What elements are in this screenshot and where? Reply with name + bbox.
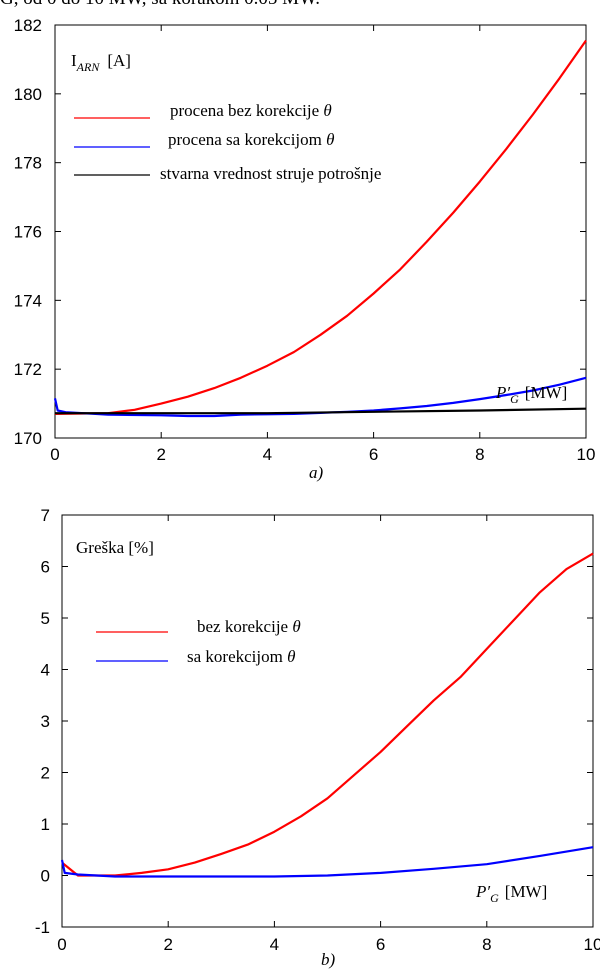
chart-a-series-group	[53, 39, 587, 418]
chart-b-xtick-label: 10	[584, 935, 600, 954]
chart-b-ytick-label: 2	[41, 764, 50, 783]
legend-b-label-blue: sa korekcijom θ	[187, 647, 295, 666]
chart-b-series-line-1	[60, 846, 594, 878]
chart-a-xtick-label: 4	[263, 445, 272, 464]
chart-b-frame	[61, 514, 594, 928]
chart-b-xtick-label: 0	[57, 935, 66, 954]
chart-b-series-group	[60, 552, 594, 878]
chart-a-xtick-label: 8	[475, 445, 484, 464]
chart-b-xtick-label: 4	[270, 935, 279, 954]
chart-b-ytick-label: 0	[41, 867, 50, 886]
page-text-fragment: G, od 0 do 10 MW, sa korakom 0.05 MW.	[0, 0, 320, 10]
chart-a-series-line-0	[54, 39, 587, 415]
chart-b: -1 0 1 2 3 4 5 6 7 0 2 4 6 8 10 Greška [%] bez korekc…	[35, 506, 600, 969]
chart-b-xtick-label: 8	[482, 935, 491, 954]
chart-a-y-axis: 170 172 174 176 178 180 182	[14, 16, 586, 448]
chart-b-ytick-label: 6	[41, 558, 50, 577]
legend-b-label-red: bez korekcije θ	[197, 617, 301, 636]
chart-b-ytick-label: 4	[41, 661, 50, 680]
chart-b-ytick-label: -1	[35, 918, 50, 937]
legend-a-label-red: procena bez korekcije θ	[170, 101, 332, 120]
chart-b-xtick-label: 2	[163, 935, 172, 954]
chart-b-panel-label: b)	[321, 950, 336, 969]
chart-a-xlabel: P′G [MW]	[495, 383, 567, 406]
chart-a: 170 172 174 176 178 180 182 0 2 4 6 8 10 IARN [A] pr…	[14, 16, 596, 482]
chart-a-frame	[54, 24, 587, 439]
chart-b-ylabel: Greška [%]	[76, 538, 154, 557]
chart-b-xtick-label: 6	[376, 935, 385, 954]
chart-a-ytick-label: 170	[14, 429, 42, 448]
chart-a-ytick-label: 180	[14, 85, 42, 104]
chart-b-y-axis: -1 0 1 2 3 4 5 6 7	[35, 506, 593, 937]
chart-b-series-line-0	[61, 552, 594, 877]
chart-a-ytick-label: 182	[14, 16, 42, 35]
chart-b-ytick-label: 5	[41, 609, 50, 628]
chart-b-x-axis: 0 2 4 6 8 10	[57, 515, 600, 954]
chart-a-ylabel: IARN [A]	[71, 51, 131, 74]
chart-a-x-axis: 0 2 4 6 8 10	[50, 25, 595, 464]
chart-a-series-line-2	[55, 407, 587, 415]
chart-a-ytick-label: 178	[14, 154, 42, 173]
chart-b-ytick-label: 7	[41, 506, 50, 525]
chart-a-xtick-label: 2	[156, 445, 165, 464]
chart-a-xtick-label: 10	[577, 445, 596, 464]
chart-a-panel-label: a)	[309, 463, 324, 482]
chart-b-ytick-label: 3	[41, 712, 50, 731]
chart-b-legend: bez korekcije θ sa korekcijom θ	[96, 617, 301, 666]
chart-a-ytick-label: 172	[14, 360, 42, 379]
chart-b-xlabel: P′G [MW]	[475, 882, 547, 905]
chart-a-xtick-label: 6	[369, 445, 378, 464]
chart-a-ytick-label: 176	[14, 223, 42, 242]
legend-a-label-black: stvarna vrednost struje potrošnje	[160, 164, 381, 183]
chart-a-xtick-label: 0	[50, 445, 59, 464]
legend-a-label-blue: procena sa korekcijom θ	[168, 130, 335, 149]
chart-b-ytick-label: 1	[41, 815, 50, 834]
chart-a-legend: procena bez korekcije θ procena sa korek…	[74, 101, 381, 183]
chart-a-ytick-label: 174	[14, 291, 42, 310]
